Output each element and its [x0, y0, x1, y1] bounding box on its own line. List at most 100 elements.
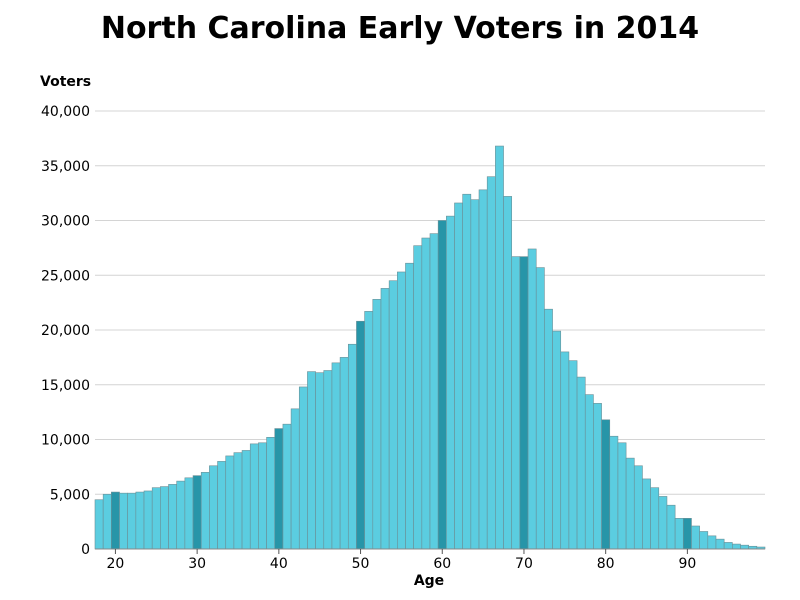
- y-tick-label: 15,000: [41, 378, 90, 394]
- bar: [331, 362, 341, 550]
- bar: [143, 490, 153, 550]
- bar: [323, 370, 333, 550]
- bar: [209, 465, 218, 550]
- bar: [298, 386, 308, 550]
- bar: [715, 538, 725, 550]
- bar: [405, 262, 414, 550]
- y-tick-label: 0: [81, 542, 90, 558]
- y-tick-label: 40,000: [41, 104, 90, 120]
- bar: [380, 288, 390, 550]
- bar: [617, 442, 627, 550]
- bar: [200, 472, 210, 550]
- bar: [593, 403, 602, 550]
- bar: [217, 461, 227, 550]
- bar: [111, 491, 120, 550]
- bar: [176, 480, 186, 550]
- bar: [446, 215, 455, 550]
- bar: [723, 542, 733, 550]
- bars: [94, 145, 766, 550]
- bar: [625, 457, 635, 550]
- bar: [364, 311, 374, 550]
- axes: 0 5,000 10,000 15,000 20,000 25,000 30,000 35,0…: [41, 104, 765, 572]
- bar: [94, 499, 104, 550]
- bar: [184, 477, 194, 550]
- bar: [699, 531, 709, 550]
- bar: [315, 372, 325, 550]
- bar: [290, 408, 300, 550]
- bar: [511, 256, 521, 550]
- bar: [356, 320, 365, 550]
- bar: [372, 299, 382, 550]
- x-tick-label: 50: [352, 556, 370, 572]
- bar: [666, 504, 676, 550]
- bar: [233, 452, 243, 550]
- bar: [633, 465, 643, 550]
- bar: [119, 492, 128, 550]
- bar: [339, 357, 349, 550]
- bar: [225, 455, 235, 550]
- x-tick-label: 70: [515, 556, 533, 572]
- bar: [388, 280, 398, 550]
- bar: [552, 330, 562, 550]
- bar: [102, 493, 112, 550]
- bar: [282, 423, 292, 550]
- bar: [584, 394, 594, 550]
- y-tick-label: 20,000: [41, 323, 90, 339]
- bar: [576, 376, 586, 550]
- bar: [470, 199, 480, 550]
- bar: [462, 193, 472, 550]
- y-tick-label: 10,000: [41, 433, 90, 449]
- x-tick-label: 40: [270, 556, 288, 572]
- bar: [495, 145, 504, 550]
- bar: [682, 518, 692, 550]
- y-tick-label: 5,000: [50, 487, 90, 503]
- bar: [192, 475, 202, 550]
- bar: [650, 487, 660, 550]
- bar: [544, 308, 553, 550]
- bar: [740, 544, 749, 550]
- bar: [642, 478, 651, 550]
- bar: [707, 535, 717, 550]
- y-tick-label: 25,000: [41, 268, 90, 284]
- bar: [127, 492, 137, 550]
- x-tick-label: 80: [597, 556, 615, 572]
- bar: [151, 487, 161, 550]
- x-axis-label: Age: [414, 573, 444, 589]
- bar: [478, 189, 488, 550]
- bar: [241, 450, 251, 550]
- bar: [527, 248, 537, 550]
- bar: [601, 419, 611, 550]
- bar: [674, 518, 684, 550]
- bar: [413, 245, 423, 550]
- bar: [307, 371, 316, 550]
- bar: [258, 442, 267, 550]
- bar: [519, 256, 529, 550]
- bar: [249, 443, 259, 550]
- bar: [397, 271, 406, 550]
- bar: [135, 491, 145, 550]
- bar: [560, 351, 570, 550]
- x-tick-label: 30: [188, 556, 206, 572]
- bar: [503, 196, 513, 550]
- bar: [429, 233, 439, 550]
- y-axis-label: Voters: [40, 74, 91, 90]
- bar: [568, 360, 578, 550]
- bar: [609, 435, 619, 550]
- bar: [658, 496, 668, 550]
- x-tick-label: 60: [433, 556, 451, 572]
- bar: [266, 437, 276, 550]
- y-tick-label: 35,000: [41, 159, 90, 175]
- bar: [732, 543, 741, 550]
- bar: [160, 486, 169, 550]
- y-tick-label: 30,000: [41, 214, 90, 230]
- bar: [454, 202, 463, 550]
- chart-title: North Carolina Early Voters in 2014: [101, 11, 699, 46]
- bar: [274, 428, 284, 550]
- bar: [691, 525, 700, 550]
- x-tick-label: 90: [678, 556, 696, 572]
- x-tick-label: 20: [107, 556, 125, 572]
- bar: [168, 484, 178, 550]
- bar: [421, 237, 431, 550]
